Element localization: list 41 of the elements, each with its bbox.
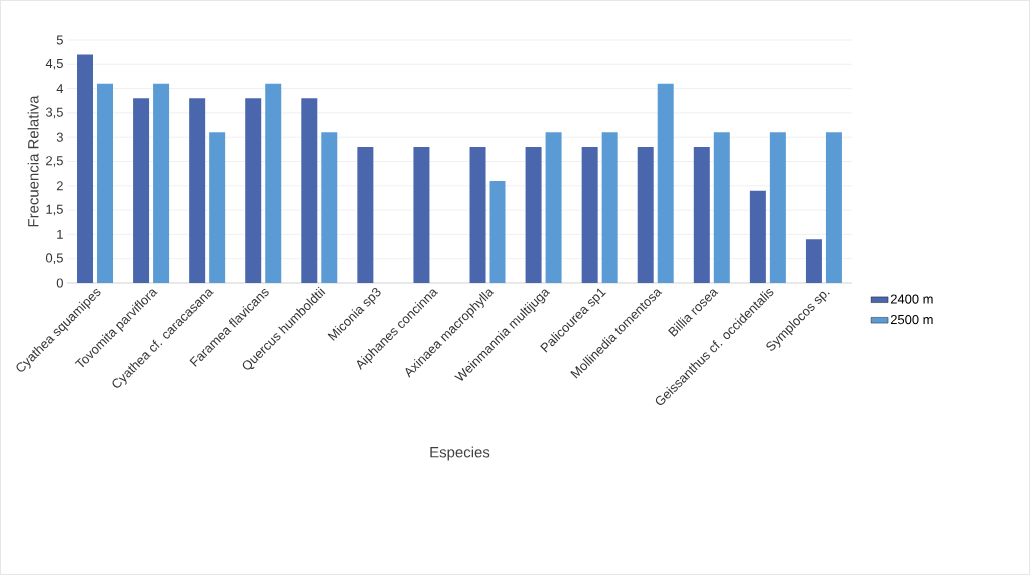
y-tick-label: 3 bbox=[56, 132, 63, 142]
bar bbox=[77, 54, 94, 283]
y-tick-label: 4 bbox=[56, 84, 64, 94]
y-tick-label: 2,5 bbox=[46, 156, 63, 167]
bar bbox=[581, 146, 598, 283]
y-tick-label: 1 bbox=[57, 229, 63, 239]
bar bbox=[153, 83, 170, 283]
legend-label: 2500 m bbox=[890, 314, 933, 325]
legend-label: 2400 m bbox=[890, 294, 933, 304]
y-tick-label: 3,5 bbox=[45, 107, 63, 119]
bar bbox=[601, 132, 618, 283]
bar bbox=[637, 146, 654, 283]
y-tick-label: 4,5 bbox=[45, 59, 63, 70]
bar bbox=[357, 146, 374, 283]
bar bbox=[209, 132, 226, 283]
bar bbox=[413, 146, 430, 283]
bar bbox=[545, 132, 562, 283]
bar bbox=[805, 239, 822, 283]
y-tick-label: 0 bbox=[56, 278, 63, 288]
bar bbox=[301, 98, 318, 283]
bar bbox=[245, 98, 262, 283]
y-tick-label: 1,5 bbox=[46, 204, 63, 216]
y-tick-label: 5 bbox=[56, 35, 63, 45]
bar bbox=[489, 180, 506, 283]
bar bbox=[189, 98, 206, 283]
bar bbox=[749, 190, 766, 283]
bar bbox=[469, 146, 486, 283]
bar bbox=[825, 132, 842, 283]
bar bbox=[133, 98, 150, 283]
y-axis-title: Frecuencia Relativa bbox=[27, 95, 39, 227]
bar bbox=[657, 83, 674, 283]
y-tick-label: 2 bbox=[56, 181, 63, 191]
bar bbox=[693, 146, 710, 283]
bar bbox=[769, 132, 786, 283]
bar bbox=[265, 83, 282, 283]
bar bbox=[97, 83, 114, 283]
bar bbox=[713, 132, 730, 283]
x-axis-title: Especies bbox=[430, 446, 490, 461]
y-tick-label: 0,5 bbox=[45, 253, 63, 265]
bar bbox=[525, 146, 542, 283]
bar bbox=[321, 132, 338, 283]
